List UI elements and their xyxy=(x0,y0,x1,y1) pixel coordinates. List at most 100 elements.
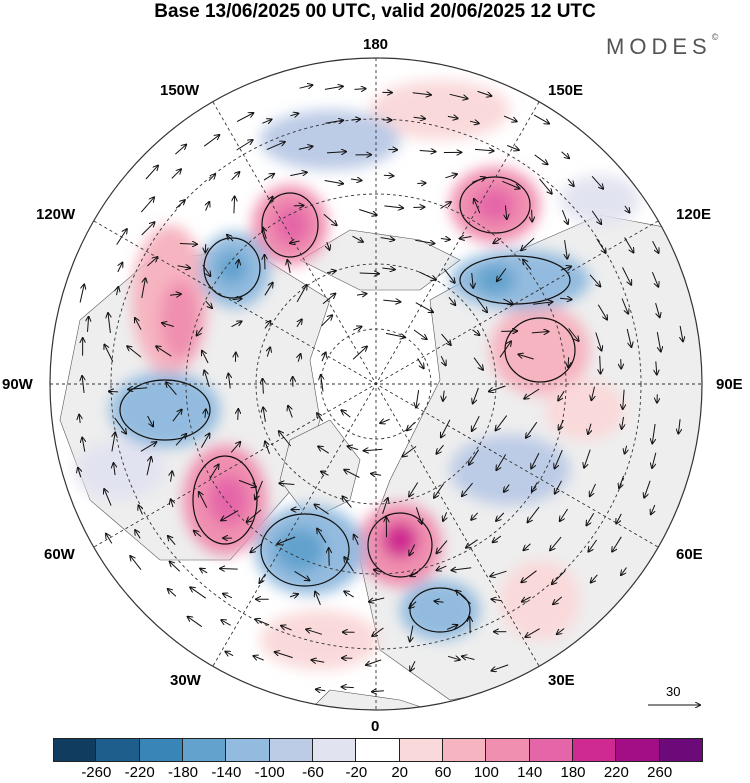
wind-vector xyxy=(279,431,292,447)
wind-vector xyxy=(350,179,362,181)
wind-vector xyxy=(597,304,607,320)
wind-vector xyxy=(199,492,208,508)
colorbar-tick-label: -100 xyxy=(254,764,285,781)
africa-edge-land xyxy=(299,689,461,710)
wind-vector xyxy=(298,354,300,362)
wind-vector xyxy=(290,241,300,243)
wind-vector xyxy=(116,229,127,245)
wind-vector xyxy=(533,114,549,124)
wind-vector xyxy=(141,222,155,236)
wind-vector xyxy=(588,423,591,434)
wind-vector xyxy=(624,237,634,253)
wind-vector xyxy=(533,302,552,304)
wind-vector xyxy=(596,238,606,253)
wind-vector xyxy=(197,327,203,335)
wind-vector xyxy=(202,264,211,276)
wind-vector xyxy=(79,415,80,423)
wind-vector xyxy=(560,267,571,271)
wind-vector xyxy=(372,691,384,692)
wind-vector xyxy=(496,415,508,431)
wind-vector xyxy=(344,557,354,572)
wind-vector xyxy=(356,294,367,296)
wind-vector xyxy=(236,113,253,123)
wind-vector xyxy=(317,413,324,422)
wind-vector xyxy=(204,371,210,387)
anomaly-positive-core xyxy=(382,522,418,558)
wind-vector xyxy=(380,238,395,240)
wind-vector xyxy=(171,499,173,508)
wind-vector xyxy=(591,386,594,401)
wind-vector xyxy=(316,689,326,691)
wind-vector xyxy=(145,166,158,180)
wind-vector xyxy=(418,271,436,280)
wind-vector xyxy=(652,240,659,253)
wind-vector xyxy=(655,302,660,317)
wind-vector xyxy=(448,296,455,305)
wind-vector xyxy=(263,228,266,239)
wind-vector xyxy=(135,530,141,539)
wind-vector xyxy=(456,591,471,605)
wind-vector xyxy=(382,268,395,270)
wind-vector xyxy=(104,489,112,506)
anomaly-positive xyxy=(160,280,200,360)
wind-vector xyxy=(162,323,174,327)
anomaly-negative xyxy=(450,250,590,310)
wind-vector xyxy=(600,355,601,374)
wind-vector xyxy=(472,272,474,288)
wind-vector xyxy=(492,599,502,601)
wind-vector xyxy=(522,596,531,602)
wind-vector xyxy=(79,285,84,303)
wind-vector xyxy=(521,570,537,583)
wind-vector xyxy=(88,317,89,332)
wind-vector xyxy=(264,283,273,296)
wind-vector xyxy=(351,119,361,120)
wind-vector xyxy=(288,406,293,418)
wind-vector xyxy=(477,90,492,96)
wind-vector xyxy=(622,267,632,284)
colorbar-swatch xyxy=(313,738,357,762)
wind-vector xyxy=(447,116,458,118)
wind-vector xyxy=(474,199,481,214)
wind-vector xyxy=(524,388,540,399)
anomaly-positive-core xyxy=(274,205,310,245)
wind-vector xyxy=(383,300,400,302)
wind-vector xyxy=(622,416,624,429)
longitude-label-30w: 30W xyxy=(170,672,201,689)
wind-vector xyxy=(445,174,457,178)
wind-vector xyxy=(112,433,115,452)
wind-vector xyxy=(434,483,444,498)
wind-vector xyxy=(352,235,363,242)
wind-vector xyxy=(344,470,360,478)
wind-vector xyxy=(130,556,142,571)
modes-logo: MODES© xyxy=(606,32,718,60)
wind-vector xyxy=(384,206,403,208)
longitude-label-90e: 90E xyxy=(716,376,743,393)
wind-vector xyxy=(147,415,154,426)
wind-vector xyxy=(354,89,366,90)
wind-vector xyxy=(619,475,625,488)
wind-vector xyxy=(296,319,302,328)
wind-vector xyxy=(321,375,323,392)
wind-vector xyxy=(140,442,156,452)
wind-vector xyxy=(415,302,433,313)
anomaly-negative xyxy=(560,175,640,225)
colorbar-swatch xyxy=(269,738,313,762)
wind-vector xyxy=(281,626,292,631)
wind-vector xyxy=(141,278,146,298)
wind-vector xyxy=(317,529,327,543)
wind-vector xyxy=(656,332,661,351)
colorbar-swatch xyxy=(226,738,270,762)
wind-vector xyxy=(567,178,574,186)
colorbar-swatch xyxy=(573,738,617,762)
wind-vector xyxy=(175,434,186,446)
wind-vector xyxy=(644,480,651,498)
wind-vector xyxy=(236,140,253,151)
wind-vector xyxy=(290,172,307,175)
wind-vector xyxy=(626,328,631,347)
wind-vector xyxy=(476,297,487,312)
wind-vector xyxy=(228,374,230,389)
wind-vector xyxy=(532,482,538,491)
wind-vector xyxy=(321,315,333,327)
longitude-label-150e: 150E xyxy=(548,82,584,99)
colorbar-tick-label: 260 xyxy=(647,764,673,781)
